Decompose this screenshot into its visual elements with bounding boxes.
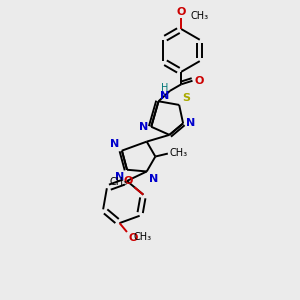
Text: H: H (161, 83, 168, 93)
Text: S: S (182, 93, 190, 103)
Text: CH₃: CH₃ (110, 177, 128, 187)
Text: CH₃: CH₃ (169, 148, 187, 158)
Text: O: O (176, 7, 186, 17)
Text: O: O (124, 176, 133, 186)
Text: N: N (149, 174, 158, 184)
Text: O: O (128, 233, 138, 243)
Text: N: N (160, 92, 169, 101)
Text: CH₃: CH₃ (191, 11, 209, 21)
Text: N: N (115, 172, 124, 182)
Text: N: N (110, 139, 119, 149)
Text: CH₃: CH₃ (134, 232, 152, 242)
Text: N: N (139, 122, 148, 132)
Text: N: N (186, 118, 195, 128)
Text: O: O (195, 76, 204, 86)
